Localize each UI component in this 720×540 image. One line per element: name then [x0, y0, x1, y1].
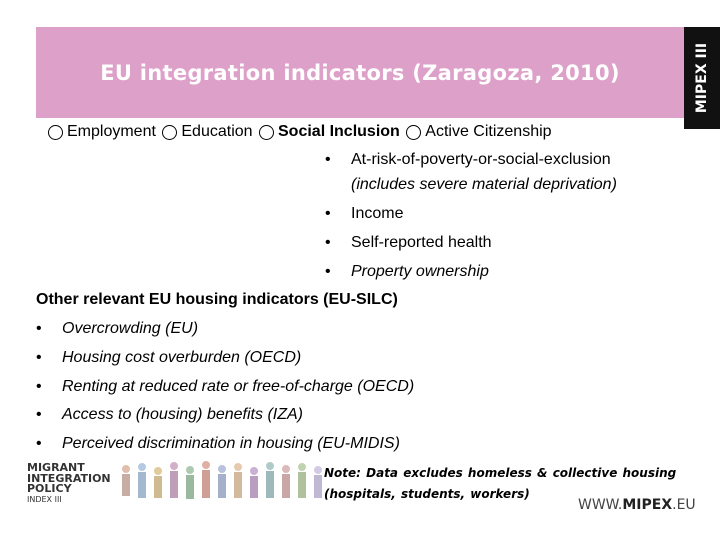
- side-tab-label: MIPEX III: [694, 42, 710, 114]
- list-item: • Overcrowding (EU): [36, 320, 199, 337]
- list-item: • Income: [325, 205, 404, 222]
- strand-row: Employment Education Social Inclusion Ac…: [48, 123, 554, 145]
- circle-icon: [259, 124, 274, 140]
- title-banner: EU integration indicators (Zaragoza, 201…: [36, 27, 684, 118]
- circle-icon: [48, 124, 63, 140]
- strand-social-inclusion: Social Inclusion: [259, 123, 400, 141]
- strand-active-citizenship: Active Citizenship: [406, 123, 552, 141]
- list-item: • At-risk-of-poverty-or-social-exclusion: [325, 151, 611, 168]
- list-item: • Self-reported health: [325, 234, 492, 251]
- list-item: • Perceived discrimination in housing (EU…: [36, 435, 400, 452]
- footer-url[interactable]: WWW.MIPEX.EU: [578, 497, 696, 513]
- circle-icon: [162, 124, 178, 140]
- circle-icon: [406, 124, 422, 140]
- slide-title: EU integration indicators (Zaragoza, 201…: [100, 61, 620, 85]
- strand-employment: Employment: [48, 123, 156, 141]
- list-item: • Access to (housing) benefits (IZA): [36, 406, 303, 423]
- list-item: • Housing cost overburden (OECD): [36, 349, 302, 366]
- strand-education: Education: [162, 123, 253, 141]
- mipex-logo: MIGRANT INTEGRATION POLICY INDEX III: [27, 461, 111, 504]
- people-figures-illustration: [122, 461, 322, 499]
- data-note: Note: Data excludes homeless & collectiv…: [324, 466, 677, 501]
- list-item: • Property ownership: [325, 263, 489, 280]
- list-item: • Renting at reduced rate or free-of-char…: [36, 378, 415, 395]
- section-heading: Other relevant EU housing indicators (EU…: [36, 291, 398, 308]
- list-item-continuation: (includes severe material deprivation): [351, 176, 617, 193]
- mipex-side-tab: MIPEX III: [684, 27, 720, 129]
